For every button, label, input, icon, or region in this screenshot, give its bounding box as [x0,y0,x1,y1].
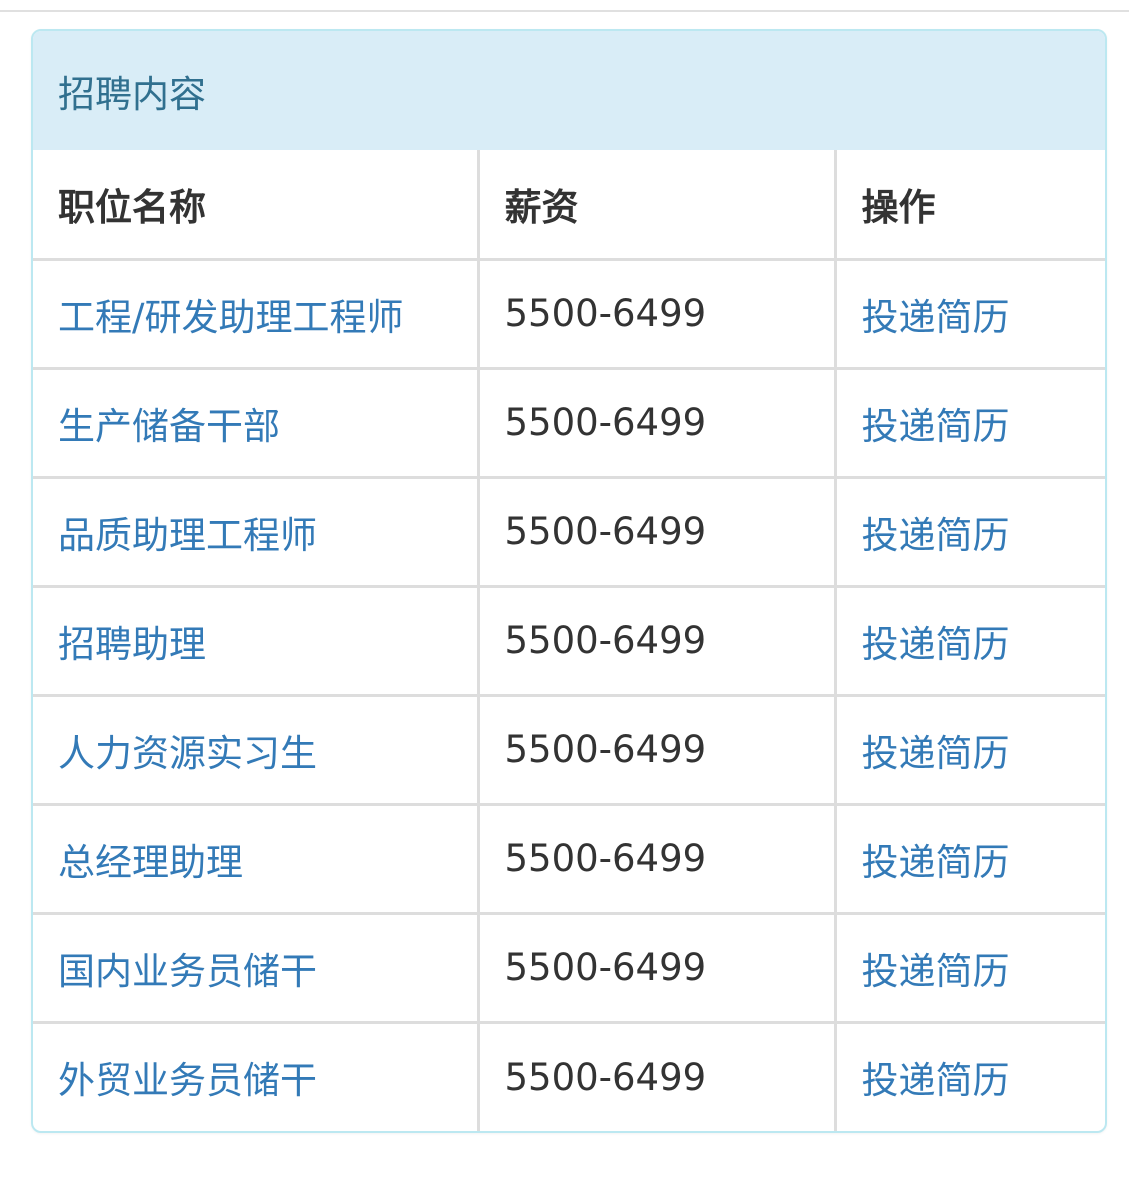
salary-cell: 5500-6499 [476,911,835,1022]
salary-cell: 5500-6499 [476,584,835,695]
recruitment-panel: 招聘内容 职位名称 薪资 操作 工程/研发助理工程师 5500-6499 投递简历生… [31,29,1107,1133]
header-job-title: 职位名称 [58,185,206,229]
jobs-table: 职位名称 薪资 操作 工程/研发助理工程师 5500-6499 投递简历 生产储备干部… [33,150,1105,1131]
table-row: 总经理助理 5500-6499 投递简历 [33,802,1105,913]
table-row: 国内业务员储干 5500-6499 投递简历 [33,911,1105,1022]
salary-cell: 5500-6499 [476,693,835,804]
table-row: 品质助理工程师 5500-6499 投递简历 [33,475,1105,586]
table-row: 外贸业务员储干 5500-6499 投递简历 [33,1020,1105,1131]
table-row: 招聘助理 5500-6499 投递简历 [33,584,1105,695]
action-cell: 投递简历 [833,475,1105,586]
action-cell: 投递简历 [833,693,1105,804]
table-row: 人力资源实习生 5500-6499 投递简历 [33,693,1105,804]
submit-resume-link[interactable]: 投递简历 [861,404,1010,448]
table-row: 工程/研发助理工程师 5500-6499 投递简历 [33,257,1105,368]
job-title-link[interactable]: 国内业务员储干 [58,949,317,993]
table-header-row: 职位名称 薪资 操作 [33,150,1105,259]
salary-cell: 5500-6499 [476,366,835,477]
action-cell: 投递简历 [833,257,1105,368]
job-title-cell: 总经理助理 [33,802,478,913]
job-title-cell: 工程/研发助理工程师 [33,257,478,368]
submit-resume-link[interactable]: 投递简历 [861,622,1010,666]
submit-resume-link[interactable]: 投递简历 [861,1059,1010,1103]
job-title-cell: 外贸业务员储干 [33,1020,478,1131]
job-title-link[interactable]: 外贸业务员储干 [58,1059,317,1103]
submit-resume-link[interactable]: 投递简历 [861,513,1010,557]
job-title-link[interactable]: 品质助理工程师 [58,513,317,557]
submit-resume-link[interactable]: 投递简历 [861,731,1010,775]
job-title-link[interactable]: 人力资源实习生 [58,731,317,775]
job-title-link[interactable]: 生产储备干部 [58,404,280,448]
submit-resume-link[interactable]: 投递简历 [861,295,1010,339]
panel-title: 招聘内容 [33,31,1105,150]
salary-cell: 5500-6499 [476,1020,835,1131]
job-title-link[interactable]: 总经理助理 [58,840,243,884]
action-cell: 投递简历 [833,366,1105,477]
header-action: 操作 [833,150,1105,259]
action-cell: 投递简历 [833,1020,1105,1131]
job-title-cell: 生产储备干部 [33,366,478,477]
job-title-cell: 招聘助理 [33,584,478,695]
action-cell: 投递简历 [833,584,1105,695]
job-title-cell: 品质助理工程师 [33,475,478,586]
salary-cell: 5500-6499 [476,475,835,586]
top-divider [0,10,1129,12]
action-cell: 投递简历 [833,802,1105,913]
action-cell: 投递简历 [833,911,1105,1022]
job-title-cell: 国内业务员储干 [33,911,478,1022]
submit-resume-link[interactable]: 投递简历 [861,949,1010,993]
job-title-link[interactable]: 工程/研发助理工程师 [58,295,404,339]
job-title-cell: 人力资源实习生 [33,693,478,804]
header-salary: 薪资 [476,150,835,259]
salary-cell: 5500-6499 [476,802,835,913]
submit-resume-link[interactable]: 投递简历 [861,840,1010,884]
salary-cell: 5500-6499 [476,257,835,368]
table-row: 生产储备干部 5500-6499 投递简历 [33,366,1105,477]
job-title-link[interactable]: 招聘助理 [58,622,206,666]
